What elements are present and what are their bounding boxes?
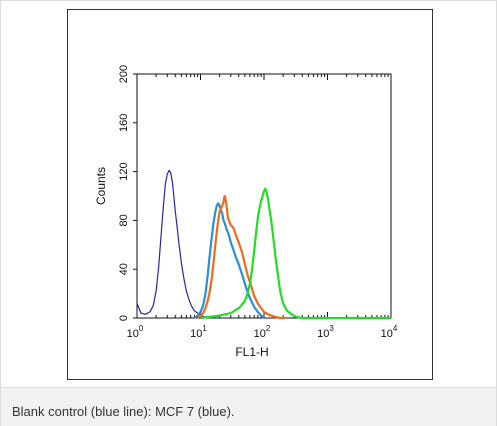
histogram-series-2 (196, 194, 286, 320)
caption-text: Blank control (blue line): MCF 7 (blue). (12, 404, 235, 419)
x-tick-label: 103 (317, 324, 334, 340)
x-tick-label: 101 (190, 324, 207, 340)
plot-frame (136, 73, 392, 319)
x-tick-label: 104 (381, 324, 398, 340)
histogram-series-3 (200, 187, 391, 320)
histogram-series-0 (136, 169, 220, 319)
caption-bar: Blank control (blue line): MCF 7 (blue). (1, 387, 496, 426)
y-tick-label: 80 (118, 214, 130, 226)
y-axis-label: Counts (94, 167, 108, 205)
chart-svg: 0 40 80 120 160 200 100 101 102 103 104 FL1-H Counts (94, 65, 398, 359)
y-tick-label: 0 (118, 315, 130, 321)
y-tick-label: 40 (118, 263, 130, 275)
x-axis-label: FL1-H (235, 345, 268, 359)
y-tick-label: 200 (118, 65, 130, 83)
x-tick-label: 100 (127, 324, 144, 340)
y-tick-label: 120 (118, 162, 130, 180)
x-tick-label: 102 (254, 324, 271, 340)
y-tick-label: 160 (118, 114, 130, 132)
flow-cytometry-histogram: 0 40 80 120 160 200 100 101 102 103 104 FL1-H Counts (67, 9, 433, 380)
